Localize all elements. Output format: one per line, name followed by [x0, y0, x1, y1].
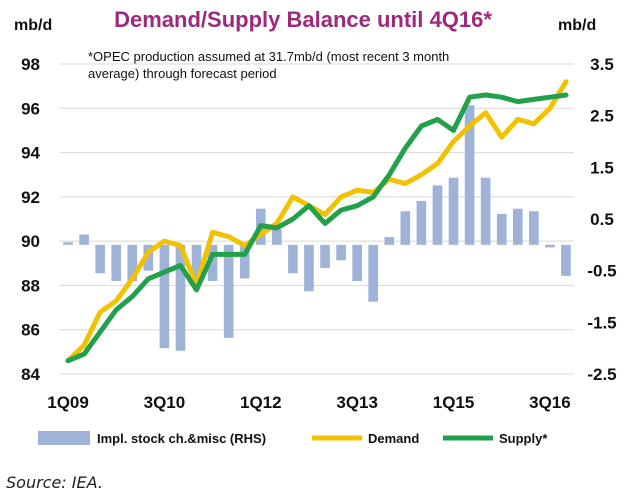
chart-title: Demand/Supply Balance until 4Q16*	[114, 7, 492, 32]
legend-bar-swatch	[38, 431, 90, 445]
x-tick-label-3Q13: 3Q13	[336, 393, 378, 412]
bar-2Q11	[207, 244, 218, 281]
bar-2Q09	[79, 234, 89, 245]
bar-2Q14	[400, 211, 411, 245]
left-tick-label-0: 84	[21, 365, 40, 384]
legend-label-supply: Supply*	[499, 431, 548, 446]
demand-line	[65, 79, 569, 364]
bar-2Q12	[272, 229, 282, 245]
bar-1Q15	[448, 177, 459, 245]
bar-3Q14	[416, 200, 427, 245]
bar-1Q10	[127, 244, 138, 281]
bar-4Q12	[304, 244, 314, 292]
note-line-2: average) through forecast period	[88, 66, 277, 81]
bar-3Q10	[159, 244, 170, 349]
bar-2Q10	[143, 244, 154, 271]
bar-1Q14	[384, 237, 395, 245]
bar-2Q16	[529, 211, 539, 245]
right-tick-label-6: 3.5	[590, 55, 614, 74]
x-axis-ticks: 1Q09 3Q10 1Q12 3Q13 1Q15 3Q16	[47, 393, 570, 412]
bar-3Q09	[95, 244, 105, 274]
bar-3Q13	[352, 244, 362, 281]
legend: Impl. stock ch.&misc (RHS) Demand Supply…	[38, 431, 548, 446]
bar-1Q11	[191, 244, 202, 281]
legend-label-demand: Demand	[368, 431, 419, 446]
left-tick-label-2: 88	[21, 276, 40, 295]
right-tick-label-3: 0.5	[590, 210, 614, 229]
bar-4Q09	[111, 244, 122, 281]
left-tick-label-6: 96	[21, 99, 40, 118]
left-tick-label-5: 94	[21, 144, 40, 163]
bar-3Q11	[223, 244, 234, 338]
bar-3Q12	[288, 244, 298, 274]
bar-2Q13	[336, 244, 346, 261]
bar-1Q16	[512, 208, 523, 245]
right-axis-ticks: -2.5 -1.5 -0.5 0.5 1.5 2.5 3.5	[587, 55, 616, 384]
bar-4Q15	[496, 213, 507, 245]
source-note: Source: IEA.	[6, 473, 103, 492]
left-axis-ticks: 84 86 88 90 92 94 96 98	[21, 55, 40, 384]
right-tick-label-4: 1.5	[590, 158, 614, 177]
bars-layer	[63, 105, 571, 351]
left-unit-label: mb/d	[14, 17, 52, 34]
x-tick-label-3Q10: 3Q10	[144, 393, 186, 412]
right-tick-label-0: -2.5	[587, 365, 616, 384]
bar-4Q13	[368, 244, 379, 302]
bar-3Q16	[545, 244, 555, 248]
bar-2Q15	[464, 105, 475, 245]
x-tick-label-1Q12: 1Q12	[240, 393, 282, 412]
left-tick-label-4: 92	[21, 188, 40, 207]
right-tick-label-1: -1.5	[587, 313, 616, 332]
note-line-1: *OPEC production assumed at 31.7mb/d (mo…	[88, 49, 449, 64]
left-tick-label-3: 90	[21, 232, 40, 251]
bar-3Q15	[480, 177, 491, 245]
right-tick-label-2: -0.5	[587, 262, 616, 281]
left-tick-label-7: 98	[21, 55, 40, 74]
bar-1Q13	[320, 244, 330, 269]
x-tick-label-1Q09: 1Q09	[47, 393, 89, 412]
bar-1Q09	[63, 242, 73, 245]
x-tick-label-3Q16: 3Q16	[529, 393, 571, 412]
x-tick-label-1Q15: 1Q15	[433, 393, 475, 412]
lines-layer	[65, 79, 569, 364]
bar-4Q14	[432, 185, 443, 245]
right-unit-label: mb/d	[558, 17, 596, 34]
bar-4Q10	[175, 244, 186, 351]
bar-4Q16	[561, 244, 571, 276]
legend-label-bars: Impl. stock ch.&misc (RHS)	[97, 431, 266, 446]
bar-4Q11	[239, 244, 250, 279]
right-tick-label-5: 2.5	[590, 107, 614, 126]
left-tick-label-1: 86	[21, 321, 40, 340]
supply-line	[65, 92, 569, 364]
